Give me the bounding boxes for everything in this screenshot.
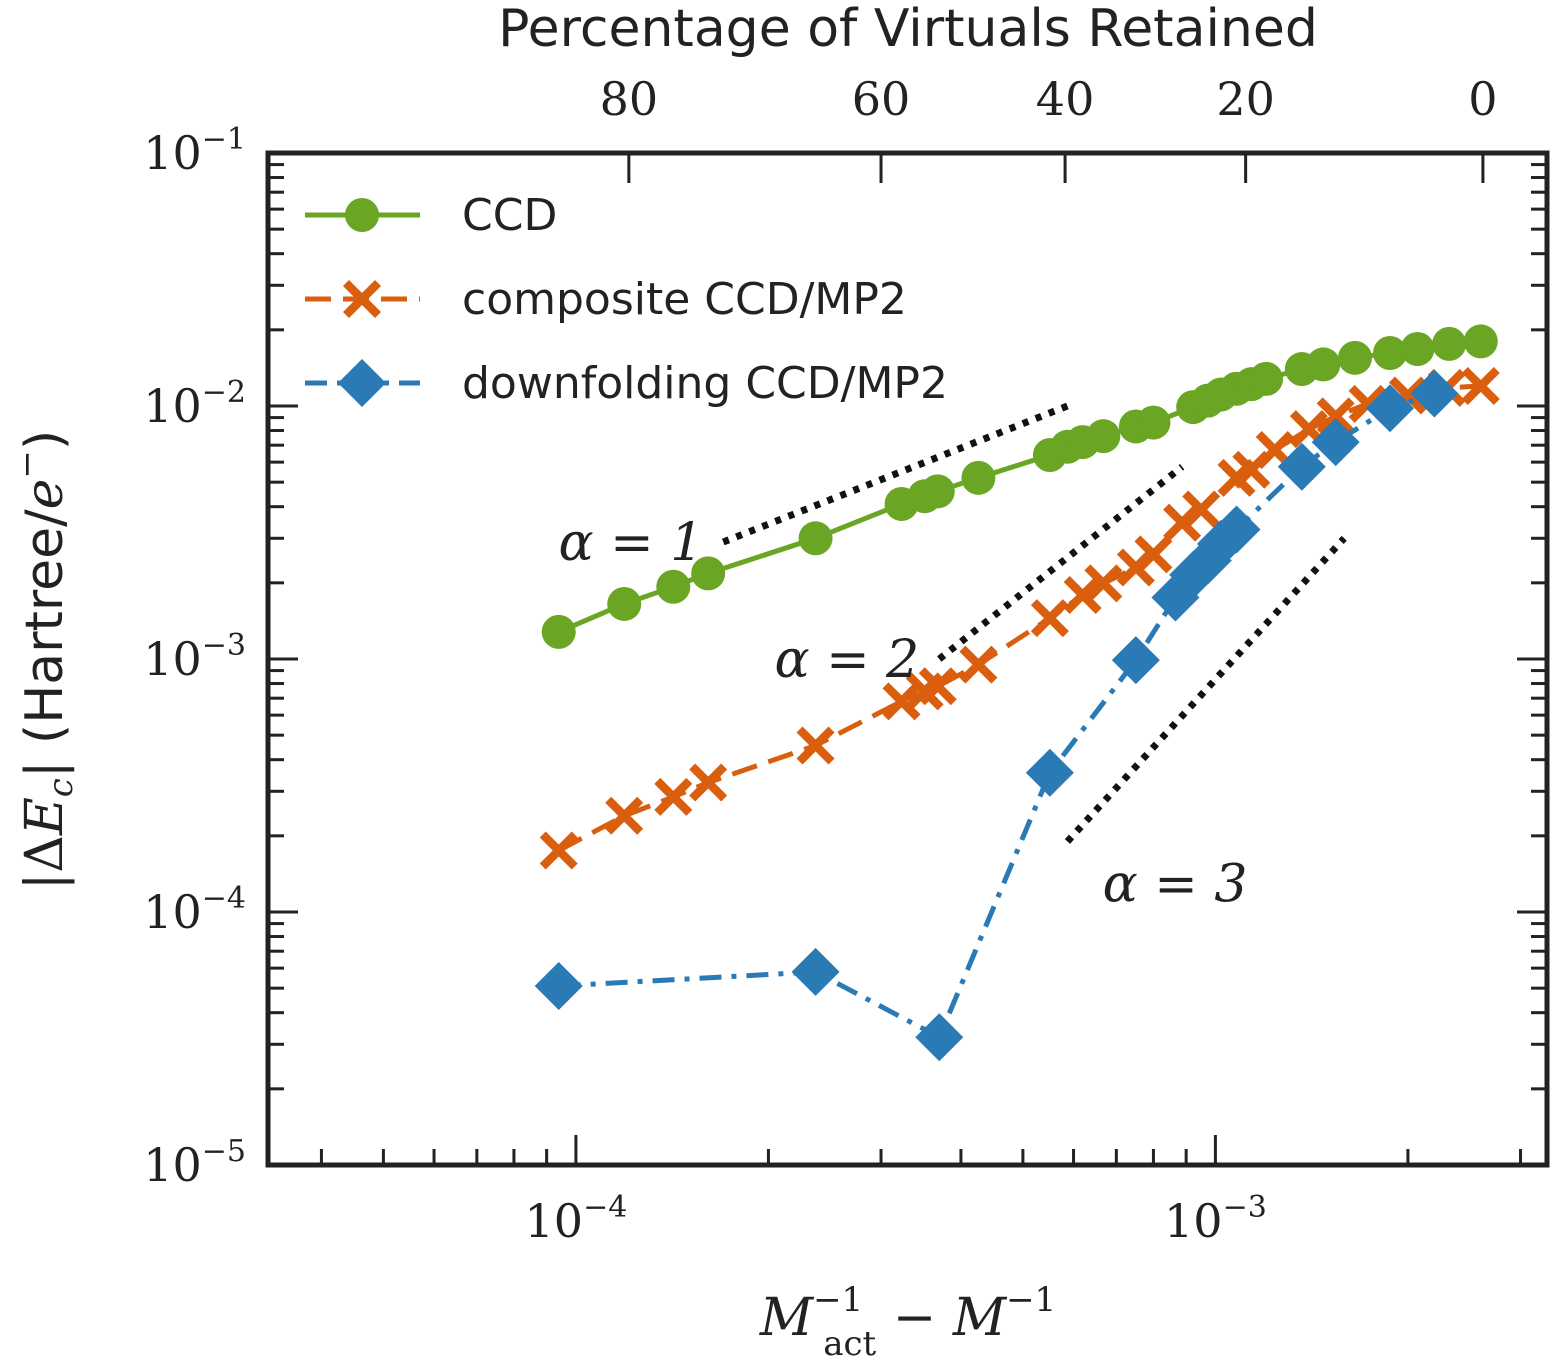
guide-lines-layer (721, 402, 1347, 844)
top-axis-tick-label: 60 (852, 72, 911, 126)
composite-point (1084, 564, 1123, 603)
axis-ticks-layer (268, 151, 1547, 1167)
composite-point (918, 667, 957, 706)
labels-layer: 10−4 10−3 10−1 10−2 10−3 10−4 10−5 80 60 40 20 0 Per… (7, 0, 1498, 1358)
y-tick-label: 10−4 (143, 881, 246, 939)
guide-line-alpha-1 (721, 402, 1069, 546)
composite-point (1030, 599, 1069, 638)
ccd-point (541, 614, 576, 649)
y-tick-label: 10−2 (143, 375, 246, 433)
ccd-point (656, 569, 691, 604)
y-axis-label: |ΔEc| (Hartree/e−) (7, 430, 81, 890)
ccd-point (1432, 326, 1467, 361)
x-tick-label: 10−3 (1164, 1190, 1267, 1248)
y-tick-label: 10−3 (143, 628, 246, 686)
legend-item: downfolding CCD/MP2 (305, 358, 948, 409)
legend-item: CCD (305, 190, 557, 241)
composite-point (654, 777, 693, 816)
downfolding-point (338, 359, 386, 407)
composite-point (796, 726, 835, 765)
top-axis-tick-label: 40 (1036, 72, 1095, 126)
downfolding-point (1111, 636, 1160, 685)
composite-point (1255, 431, 1294, 470)
top-axis-tick-label: 80 (600, 72, 659, 126)
series-line (558, 391, 1436, 1041)
y-tick-label: 10−5 (143, 1134, 246, 1192)
downfolding-point (791, 947, 840, 996)
downfolding-point (1025, 748, 1074, 797)
ccd-point (1249, 361, 1284, 396)
composite-point (343, 280, 381, 318)
composite-point (1461, 366, 1500, 405)
composite-point (959, 645, 998, 684)
ccd-point (961, 460, 996, 495)
composite-point (605, 796, 644, 835)
ccd-point (1400, 331, 1435, 366)
downfolding-point (1410, 369, 1459, 418)
series-ccd (541, 324, 1498, 649)
x-tick-label: 10−4 (525, 1190, 628, 1248)
ccd-point (1086, 419, 1121, 454)
ccd-point (345, 198, 379, 232)
y-tick-label: 10−1 (143, 122, 246, 180)
series-composite-ccd-mp2 (539, 366, 1500, 870)
guide-line-alpha-2 (937, 464, 1185, 662)
ccd-point (1372, 335, 1407, 370)
legend-label: composite CCD/MP2 (462, 274, 907, 325)
ccd-point (1136, 405, 1171, 440)
series-downfolding-ccd-mp2 (534, 369, 1459, 1062)
plot-frame (265, 150, 1550, 1168)
downfolding-point (1365, 384, 1414, 433)
guide-label-alpha-2: α = 2 (774, 630, 919, 690)
legend-label: downfolding CCD/MP2 (462, 358, 948, 409)
legend: CCD composite CCD/MP2 downfolding CCD/MP2 (305, 190, 948, 409)
ccd-point (798, 521, 833, 556)
legend-label: CCD (462, 190, 557, 241)
ccd-point (920, 474, 955, 509)
guide-label-alpha-3: α = 3 (1103, 854, 1248, 914)
x-axis-label: M−1 act − M−1 (759, 1280, 1056, 1358)
top-axis-tick-label: 20 (1216, 72, 1275, 126)
composite-point (1182, 490, 1221, 529)
composite-point (1063, 576, 1102, 615)
downfolding-point (915, 1013, 964, 1062)
composite-point (1134, 535, 1173, 574)
composite-point (882, 682, 921, 721)
downfolding-point (534, 961, 583, 1010)
ccd-point (1306, 347, 1341, 382)
legend-item: composite CCD/MP2 (305, 274, 907, 325)
downfolding-point (1277, 442, 1326, 491)
composite-point (539, 831, 578, 870)
ccd-point (1337, 340, 1372, 375)
series-layer (534, 324, 1500, 1062)
downfolding-point (1311, 418, 1360, 467)
guide-label-alpha-1: α = 1 (558, 513, 703, 573)
ccd-point (691, 556, 726, 591)
top-axis-title: Percentage of Virtuals Retained (498, 0, 1318, 59)
composite-point (689, 763, 728, 802)
downfolding-point (1212, 505, 1261, 554)
top-axis-tick-label: 0 (1468, 72, 1497, 126)
ccd-point (607, 586, 642, 621)
ccd-point (1463, 324, 1498, 359)
composite-point (1316, 397, 1355, 436)
